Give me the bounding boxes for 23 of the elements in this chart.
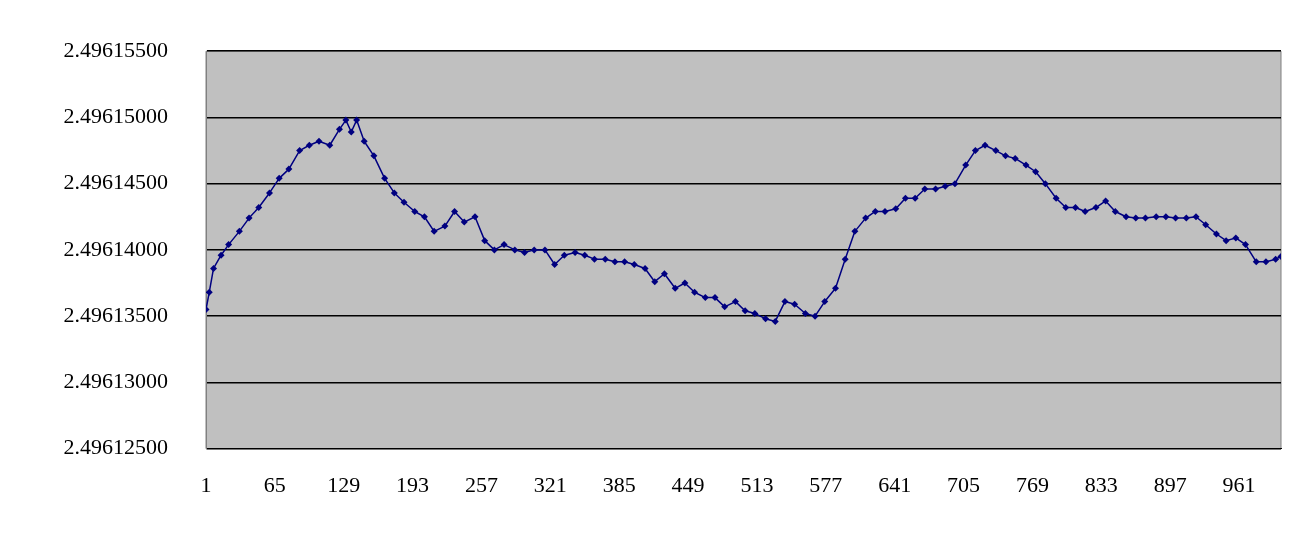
x-tick-label: 641 bbox=[878, 471, 912, 497]
x-tick-label: 65 bbox=[263, 471, 286, 497]
x-tick-label: 193 bbox=[396, 471, 430, 497]
x-tick-label: 577 bbox=[809, 471, 843, 497]
x-tick-label: 257 bbox=[464, 471, 498, 497]
y-tick-label: 2.49614500 bbox=[63, 169, 168, 195]
x-tick-label: 769 bbox=[1015, 471, 1049, 497]
y-tick-label: 2.49615500 bbox=[63, 36, 168, 62]
y-tick-label: 2.49612500 bbox=[63, 434, 168, 460]
x-tick-label: 129 bbox=[327, 471, 361, 497]
y-tick-label: 2.49614000 bbox=[63, 235, 168, 261]
x-tick-label: 385 bbox=[602, 471, 636, 497]
x-tick-label: 897 bbox=[1153, 471, 1187, 497]
y-tick-label: 2.49615000 bbox=[63, 103, 168, 129]
x-tick-label: 513 bbox=[740, 471, 774, 497]
x-tick-label: 961 bbox=[1222, 471, 1256, 497]
y-tick-label: 2.49613000 bbox=[63, 368, 168, 394]
x-tick-label: 833 bbox=[1084, 471, 1118, 497]
x-tick-label: 321 bbox=[533, 471, 567, 497]
x-tick-label: 1 bbox=[200, 471, 212, 497]
x-tick-label: 449 bbox=[671, 471, 705, 497]
x-tick-label: 705 bbox=[947, 471, 981, 497]
y-tick-label: 2.49613500 bbox=[63, 301, 168, 327]
